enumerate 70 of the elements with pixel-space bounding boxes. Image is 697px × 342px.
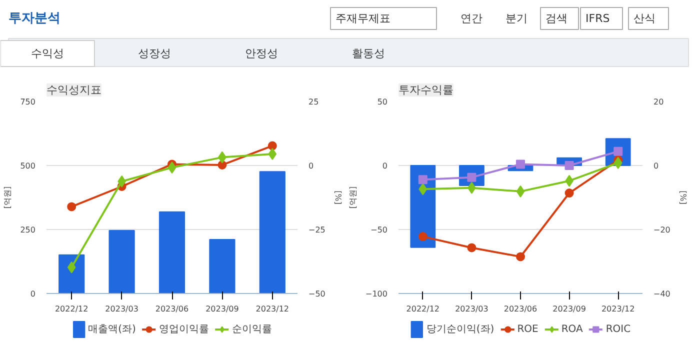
text: 분기 bbox=[506, 12, 528, 25]
text: 연간 bbox=[460, 12, 482, 25]
legend-label: ROE bbox=[517, 324, 538, 334]
bar bbox=[108, 230, 135, 294]
text: 투자분석 bbox=[8, 11, 60, 26]
y2-tick-label: 0 bbox=[654, 162, 659, 170]
point bbox=[418, 175, 428, 184]
y2-tick-label: −25 bbox=[308, 226, 326, 234]
y2-tick-label: 20 bbox=[654, 98, 664, 106]
point bbox=[268, 148, 277, 160]
x-tick-label: 2023/09 bbox=[552, 304, 586, 314]
y-tick-label: 750 bbox=[20, 98, 36, 106]
x-tick-label: 2023/03 bbox=[455, 304, 488, 314]
y-tick-label: 0 bbox=[382, 162, 388, 170]
bar bbox=[259, 171, 286, 294]
point bbox=[67, 202, 76, 212]
point bbox=[516, 185, 525, 198]
y-tick-label: 250 bbox=[20, 226, 36, 234]
y-tick-label: 50 bbox=[377, 98, 388, 106]
y2-tick-label: −40 bbox=[654, 290, 670, 298]
y2-tick-label: −50 bbox=[308, 290, 326, 298]
x-tick-label: 2023/06 bbox=[504, 304, 538, 314]
x-tick-label: 2023/12 bbox=[256, 304, 290, 314]
x-tick-label: 2023/12 bbox=[601, 304, 635, 314]
y2-tick-label: 0 bbox=[308, 162, 314, 170]
point bbox=[168, 162, 176, 174]
text: 검색 bbox=[546, 12, 568, 25]
y2-tick-label: −20 bbox=[654, 226, 670, 234]
y-tick-label: −50 bbox=[370, 226, 388, 234]
bar bbox=[209, 238, 236, 294]
legend-label: ROIC bbox=[606, 324, 631, 334]
y-tick-label: 0 bbox=[30, 290, 36, 298]
bar bbox=[158, 211, 186, 294]
point bbox=[516, 160, 525, 169]
y2-axis-title: [%] bbox=[678, 190, 688, 204]
x-tick-label: 2023/06 bbox=[155, 304, 189, 314]
text: 수익성 bbox=[31, 47, 64, 60]
bar bbox=[58, 254, 85, 294]
y2-tick-label: 25 bbox=[308, 98, 319, 106]
chart-title: 수익성지표 bbox=[46, 84, 102, 96]
legend-label: 매출액(좌) bbox=[88, 323, 136, 336]
y2-axis-title: [%] bbox=[333, 190, 342, 204]
point bbox=[268, 141, 277, 150]
text: 안정성 bbox=[245, 47, 278, 60]
text: 성장성 bbox=[138, 47, 171, 60]
legend-label: 순이익률 bbox=[232, 323, 272, 336]
point bbox=[218, 160, 227, 170]
point bbox=[614, 156, 622, 169]
legend-label: 당기순이익(좌) bbox=[426, 323, 494, 336]
point bbox=[418, 183, 428, 196]
x-tick-label: 2022/12 bbox=[54, 304, 88, 314]
x-tick-label: 2022/12 bbox=[406, 304, 440, 314]
y-axis-title: [억원] bbox=[3, 186, 12, 209]
legend-label: ROA bbox=[561, 324, 583, 334]
point bbox=[418, 232, 428, 242]
y-tick-label: 500 bbox=[20, 162, 36, 170]
chart-title: 투자수익률 bbox=[398, 84, 454, 96]
y-axis-title: [억원] bbox=[348, 186, 358, 209]
text: 활동성 bbox=[352, 47, 385, 60]
x-tick-label: 2023/03 bbox=[105, 304, 138, 314]
text: 주재무제표 bbox=[336, 12, 390, 25]
point bbox=[564, 188, 574, 198]
text: 산식 bbox=[634, 12, 656, 25]
x-tick-label: 2023/09 bbox=[206, 304, 239, 314]
point bbox=[516, 252, 525, 262]
point bbox=[467, 243, 476, 252]
legend-label: 영업이익률 bbox=[158, 323, 209, 336]
y-tick-label: −100 bbox=[366, 290, 388, 298]
text: IFRS bbox=[586, 12, 610, 25]
point bbox=[564, 161, 574, 170]
